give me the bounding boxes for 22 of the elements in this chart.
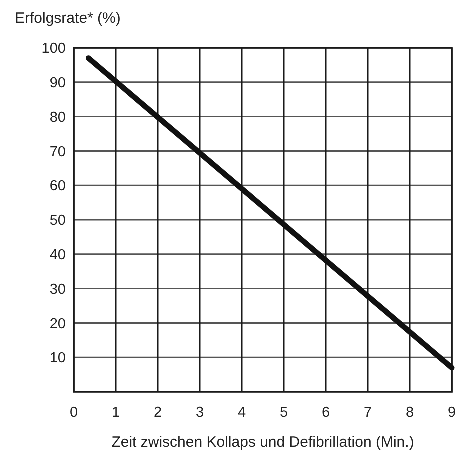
x-tick-label: 7	[364, 405, 372, 422]
x-tick-label: 6	[322, 405, 330, 422]
x-tick-label: 5	[280, 405, 288, 422]
y-tick-label: 20	[50, 316, 66, 332]
y-tick-label: 60	[50, 178, 66, 195]
x-tick-label: 4	[238, 405, 246, 422]
y-tick-label: 90	[50, 75, 66, 92]
y-tick-label: 10	[50, 350, 66, 367]
y-axis-title: Erfolgsrate* (%)	[15, 10, 121, 27]
x-tick-label: 9	[448, 405, 456, 422]
y-tick-label: 80	[50, 110, 66, 126]
x-axis-title: Zeit zwischen Kollaps und Defibrillation (Min.)	[112, 434, 414, 451]
x-tick-label: 8	[406, 405, 414, 422]
x-tick-label: 0	[70, 405, 78, 422]
y-tick-label: 50	[50, 213, 66, 230]
x-tick-label: 3	[196, 405, 204, 422]
y-tick-label: 100	[42, 41, 66, 58]
y-tick-label: 70	[50, 144, 66, 160]
x-tick-label: 2	[154, 405, 162, 422]
y-tick-label: 30	[50, 282, 66, 298]
x-tick-label: 1	[112, 405, 120, 422]
y-tick-label: 40	[50, 247, 66, 264]
